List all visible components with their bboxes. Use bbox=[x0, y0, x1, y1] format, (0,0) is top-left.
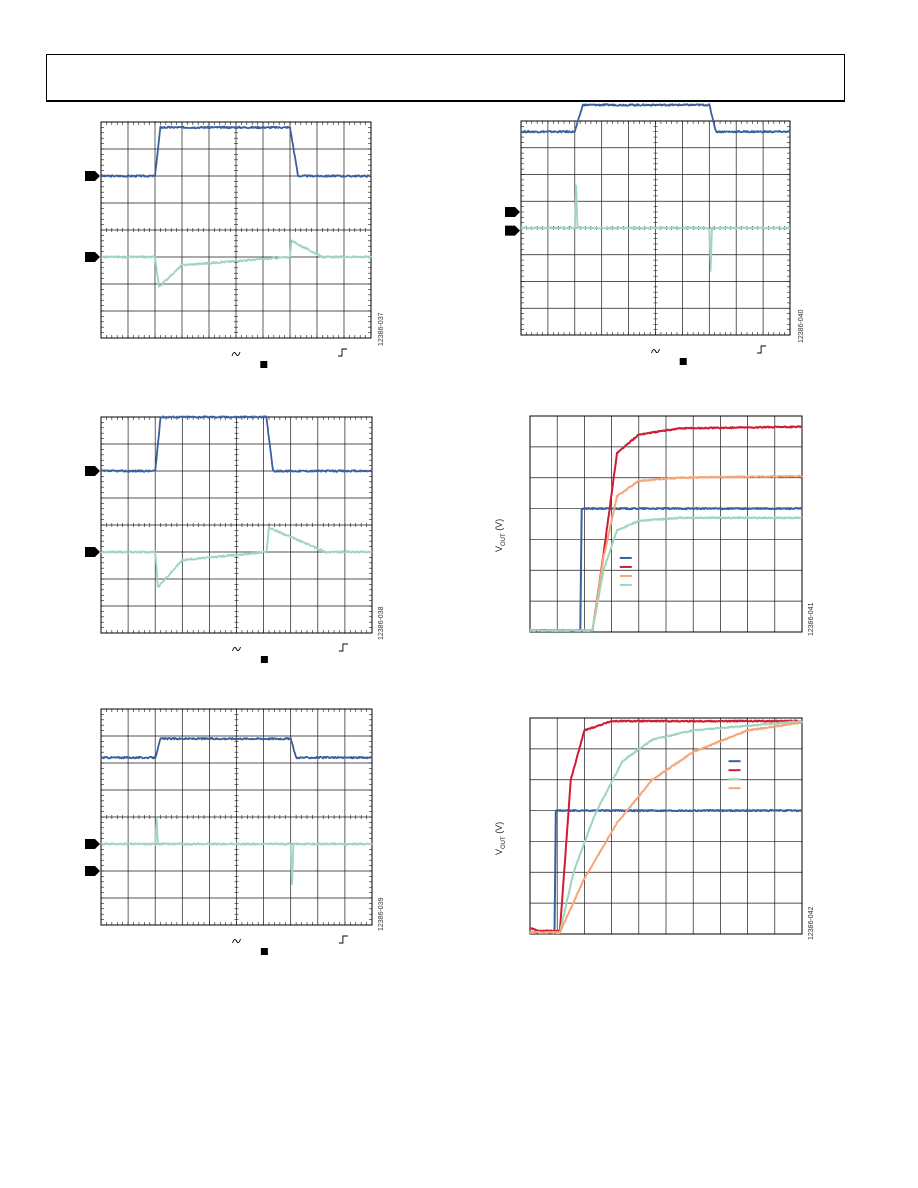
scope-chart-panel: 12386-038 bbox=[80, 414, 390, 674]
series-line bbox=[100, 526, 373, 588]
series-line bbox=[529, 719, 803, 935]
scope-chart-svg bbox=[85, 415, 373, 663]
series-line bbox=[529, 516, 803, 633]
figure-id: 12386-042 bbox=[808, 906, 815, 940]
channel-marker bbox=[85, 839, 100, 849]
figure-id: 12386-041 bbox=[808, 602, 815, 636]
scope-chart-panel: 12386-039 bbox=[80, 703, 390, 963]
y-axis-label-sub: OUT bbox=[500, 836, 507, 849]
series-line bbox=[529, 721, 803, 935]
figure-id: 12386-040 bbox=[798, 309, 805, 343]
figure-id: 12386-037 bbox=[378, 312, 385, 346]
y-axis-label-unit: (V) bbox=[494, 821, 504, 837]
y-axis-label-unit: (V) bbox=[494, 518, 504, 534]
channel-marker bbox=[505, 225, 520, 236]
timebase-marker bbox=[260, 361, 268, 368]
timebase-marker bbox=[260, 656, 268, 663]
grid bbox=[100, 708, 373, 926]
page-header-frame bbox=[46, 54, 845, 102]
series-line bbox=[529, 719, 803, 933]
timebase-marker bbox=[679, 358, 687, 365]
grid bbox=[100, 416, 373, 634]
y-axis-label-main: V bbox=[494, 848, 504, 855]
channel-marker bbox=[85, 547, 100, 557]
edge-symbol bbox=[338, 643, 348, 652]
channel-marker bbox=[85, 466, 100, 476]
channel-marker bbox=[85, 171, 100, 181]
figure-id: 12386-038 bbox=[378, 606, 385, 640]
channel-marker bbox=[85, 866, 100, 876]
series-line bbox=[100, 737, 373, 760]
scope-chart-panel: 12386-037 bbox=[80, 118, 390, 378]
channel-marker bbox=[85, 252, 100, 262]
edge-symbol bbox=[338, 935, 348, 944]
y-axis-label: VOUT (V) bbox=[494, 822, 507, 855]
plot-frame bbox=[529, 415, 803, 633]
figure-id: 12386-039 bbox=[378, 897, 385, 931]
trigger-symbol bbox=[232, 646, 241, 652]
y-axis-label: VOUT (V) bbox=[494, 519, 507, 552]
plot-frame bbox=[100, 121, 372, 339]
y-axis-label-main: V bbox=[494, 545, 504, 552]
plot-frame bbox=[100, 708, 373, 926]
edge-symbol bbox=[338, 348, 347, 357]
series-line bbox=[529, 809, 803, 935]
series-line bbox=[100, 816, 373, 886]
grid bbox=[100, 121, 372, 339]
edge-symbol bbox=[757, 345, 767, 354]
series-line bbox=[520, 103, 791, 134]
plot-frame bbox=[529, 717, 803, 935]
y-axis-label-sub: OUT bbox=[500, 533, 507, 546]
series-line bbox=[520, 184, 791, 272]
trigger-symbol bbox=[651, 348, 660, 354]
trigger-symbol bbox=[231, 351, 241, 357]
scope-chart-svg bbox=[85, 708, 373, 955]
startup-chart-svg bbox=[529, 717, 803, 935]
trigger-symbol bbox=[232, 938, 241, 944]
scope-chart-svg bbox=[505, 103, 791, 365]
scope-chart-svg bbox=[85, 121, 372, 368]
series-line bbox=[100, 415, 373, 473]
startup-chart-panel: VOUT (V) 12386-041 bbox=[490, 410, 820, 650]
series-line bbox=[100, 239, 372, 288]
grid bbox=[530, 416, 802, 632]
channel-marker bbox=[505, 206, 520, 217]
series-line bbox=[100, 125, 372, 178]
grid bbox=[530, 718, 802, 934]
startup-chart-panel: VOUT (V) 12386-042 bbox=[490, 712, 820, 952]
timebase-marker bbox=[260, 948, 268, 955]
scope-chart-panel: 12386-040 bbox=[499, 103, 809, 375]
startup-chart-svg bbox=[529, 415, 803, 633]
